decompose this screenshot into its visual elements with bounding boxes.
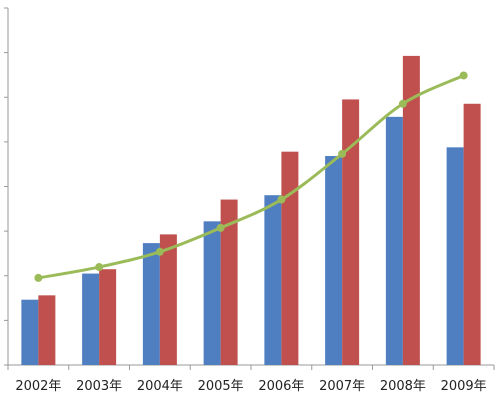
bar-series-1-3 — [142, 243, 160, 365]
x-tick-labels: 2002年 2003年 2004年 2005年 2006年 2007年 2008年 2009年 — [15, 379, 486, 394]
bar-series-1-4 — [203, 221, 221, 365]
bar-series-1-1 — [21, 299, 39, 365]
x-tick-label: 2006年 — [258, 379, 304, 394]
trend-point-7 — [398, 99, 407, 108]
x-tick-label: 2002年 — [15, 379, 61, 394]
bar-series-2-4 — [220, 199, 238, 365]
trend-line — [34, 71, 468, 282]
bar-series-1-6 — [325, 156, 343, 365]
bar-series-1-2 — [82, 273, 100, 365]
bar-series-2-1 — [38, 295, 56, 365]
bar-series-2-7 — [402, 55, 420, 365]
trend-point-6 — [338, 149, 347, 158]
trend-point-3 — [155, 247, 164, 256]
trend-point-2 — [95, 263, 104, 272]
bars — [21, 55, 481, 366]
bar-series-2-8 — [463, 103, 481, 365]
bar-series-2-3 — [159, 234, 177, 365]
axes — [4, 7, 495, 370]
trend-point-4 — [216, 223, 225, 232]
bar-series-1-7 — [385, 116, 403, 365]
bar-series-2-2 — [99, 269, 117, 365]
x-tick-label: 2003年 — [76, 379, 122, 394]
trend-point-1 — [34, 273, 43, 282]
x-tick-label: 2004年 — [137, 379, 183, 394]
x-tick-label: 2007年 — [319, 379, 365, 394]
x-tick-label: 2005年 — [198, 379, 244, 394]
bar-series-2-5 — [281, 151, 299, 365]
trend-line-path — [38, 74, 465, 280]
bar-series-1-8 — [446, 147, 464, 365]
trend-point-5 — [277, 195, 286, 204]
trend-point-8 — [459, 71, 468, 80]
bar-series-1-5 — [264, 195, 282, 365]
x-tick-label: 2008年 — [380, 379, 426, 394]
bar-series-2-6 — [342, 99, 360, 366]
x-tick-label: 2009年 — [441, 379, 487, 394]
